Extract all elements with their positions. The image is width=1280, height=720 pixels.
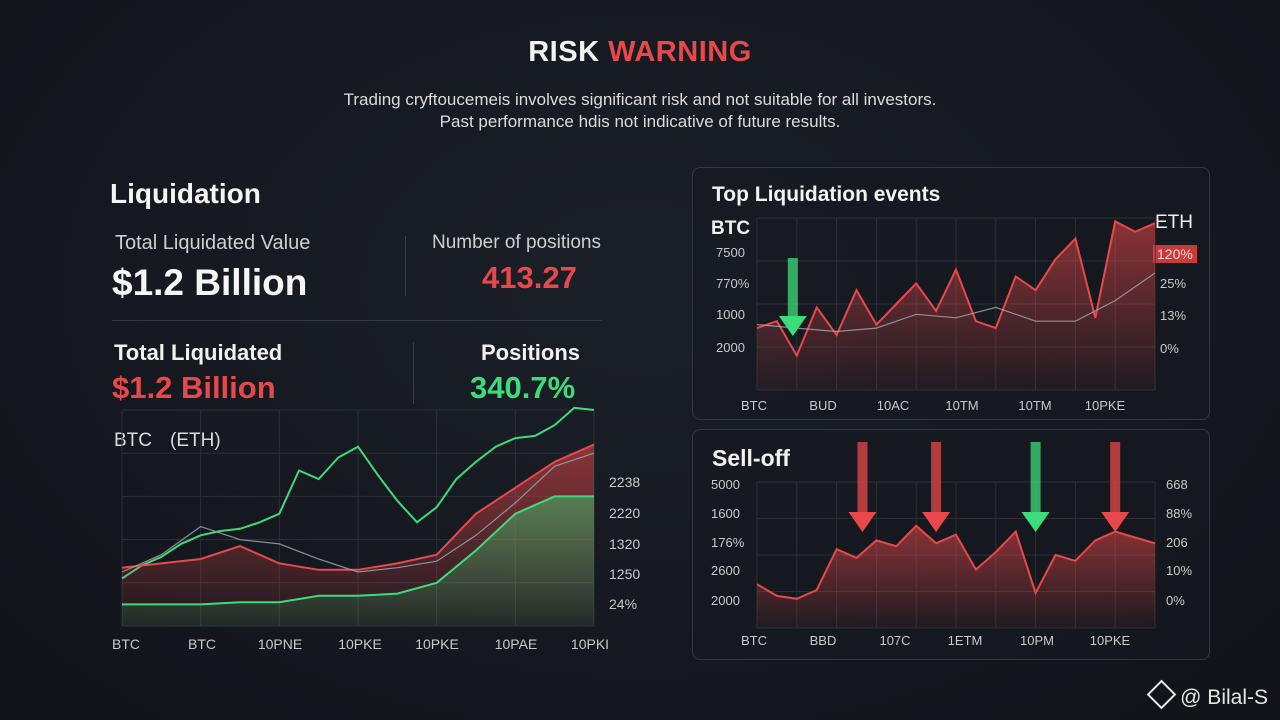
tick-label: 7500 <box>716 245 745 260</box>
tick-label: 1600 <box>711 506 740 521</box>
stat-separator <box>112 320 602 321</box>
tick-label: 25% <box>1160 276 1187 291</box>
page-title: RISK WARNING <box>0 36 1280 69</box>
stat-divider-2 <box>413 342 414 404</box>
tick-label: 1250 <box>609 566 641 582</box>
tick-label: 2000 <box>716 340 745 355</box>
red-down-arrow-shaft <box>857 442 868 514</box>
total-value-label: Total Liquidated Value <box>115 232 311 254</box>
selloff-chart <box>756 442 1156 629</box>
chart-series-label-btc: BTC <box>114 430 152 451</box>
series-red-area-fill <box>757 221 1155 390</box>
tick-label: 0% <box>1166 593 1185 608</box>
tick-label: 10PKE <box>338 636 382 652</box>
red-down-arrow-shaft <box>931 442 942 514</box>
stat-divider-1 <box>405 236 406 296</box>
title-risk: RISK <box>528 36 600 68</box>
tick-label: BBD <box>809 633 837 648</box>
series-red-area-line <box>756 524 1156 600</box>
liquidation-heading: Liquidation <box>110 178 261 209</box>
tick-label: 10TM <box>1018 398 1052 413</box>
tick-label: 10AC <box>876 398 910 413</box>
title-warning: WARNING <box>608 36 752 68</box>
tick-label: 1000 <box>716 307 745 322</box>
selloff-panel-title: Sell-off <box>712 445 790 471</box>
series-BTC-line <box>121 406 595 580</box>
tick-label: 10PKE <box>415 636 459 652</box>
total-value: $1.2 Billion <box>112 262 308 303</box>
positions2-value: 340.7% <box>470 370 576 405</box>
tick-label: 2600 <box>711 563 740 578</box>
series-red-area-line <box>756 219 1156 358</box>
author-handle-text: @ Bilal-S <box>1180 686 1268 709</box>
series-green-area-fill <box>122 496 594 626</box>
tick-label: BTC <box>188 636 216 652</box>
total-liquidated-value: $1.2 Billion <box>112 370 276 405</box>
tick-label: 176% <box>711 535 745 550</box>
tick-label: 5000 <box>711 477 740 492</box>
tick-label: BTC <box>741 633 767 648</box>
author-handle: @ Bilal-S <box>1146 679 1268 710</box>
top-panel-eth-label: ETH <box>1155 212 1193 233</box>
tick-label: 2238 <box>609 474 641 490</box>
tick-label: 10PKE <box>1084 398 1126 413</box>
tick-label: BUD <box>809 398 837 413</box>
tick-label: 10PKI <box>570 636 610 652</box>
green-down-arrow-head <box>1021 512 1050 532</box>
tick-label: 107C <box>879 633 911 648</box>
tick-label: BTC <box>741 398 767 413</box>
binance-diamond-icon <box>1146 679 1177 710</box>
top-liquidation-chart <box>756 217 1156 391</box>
positions-label: Number of positions <box>432 232 601 253</box>
tick-label: 10PAE <box>494 636 538 652</box>
tick-label: 2000 <box>711 593 740 608</box>
top-panel-title: Top Liquidation events <box>712 183 941 206</box>
disclaimer-line-1: Trading cryftoucemeis involves significa… <box>343 90 937 109</box>
tick-label: 770% <box>716 276 750 291</box>
tick-label: BTC <box>112 636 140 652</box>
tick-label: 24% <box>609 596 638 612</box>
green-down-arrow-shaft <box>787 258 798 318</box>
tick-label: 0% <box>1160 341 1179 356</box>
red-down-arrow-head <box>922 512 951 532</box>
tick-label: 88% <box>1166 506 1193 521</box>
positions2-label: Positions <box>481 340 581 365</box>
tick-label: 10% <box>1166 563 1193 578</box>
series-green-area-line <box>122 495 594 606</box>
tick-label: 668 <box>1166 477 1188 492</box>
red-down-arrow-head <box>848 512 877 532</box>
red-down-arrow-head <box>1101 512 1130 532</box>
series-red-area-line <box>121 443 595 571</box>
series-red-area-fill <box>757 525 1155 628</box>
series-gray-line-line <box>756 272 1156 333</box>
positions-value: 413.27 <box>482 260 577 295</box>
chart-series-label-eth: (ETH) <box>170 430 221 451</box>
tick-label: 13% <box>1160 308 1187 323</box>
left-liquidation-chart <box>121 406 595 627</box>
tick-label: 1ETM <box>947 633 983 648</box>
tick-label: 10TM <box>945 398 979 413</box>
tick-label: 1320 <box>609 536 641 552</box>
tick-label: 206 <box>1166 535 1188 550</box>
green-down-arrow-shaft <box>1030 442 1041 514</box>
disclaimer-line-2: Past performance hdis not indicative of … <box>439 112 841 131</box>
tick-label: 10PKE <box>1089 633 1131 648</box>
tick-label: 10PM <box>1020 633 1054 648</box>
green-down-arrow-head <box>778 316 807 336</box>
top-panel-btc-label: BTC <box>711 218 751 239</box>
top-panel-highlight-badge: 120% <box>1153 245 1197 263</box>
red-down-arrow-shaft <box>1110 442 1121 514</box>
tick-label: 10PNE <box>257 636 303 652</box>
total-liquidated-label: Total Liquidated <box>114 340 283 365</box>
series-gray-line-line <box>121 452 595 573</box>
tick-label: 2220 <box>609 505 641 521</box>
